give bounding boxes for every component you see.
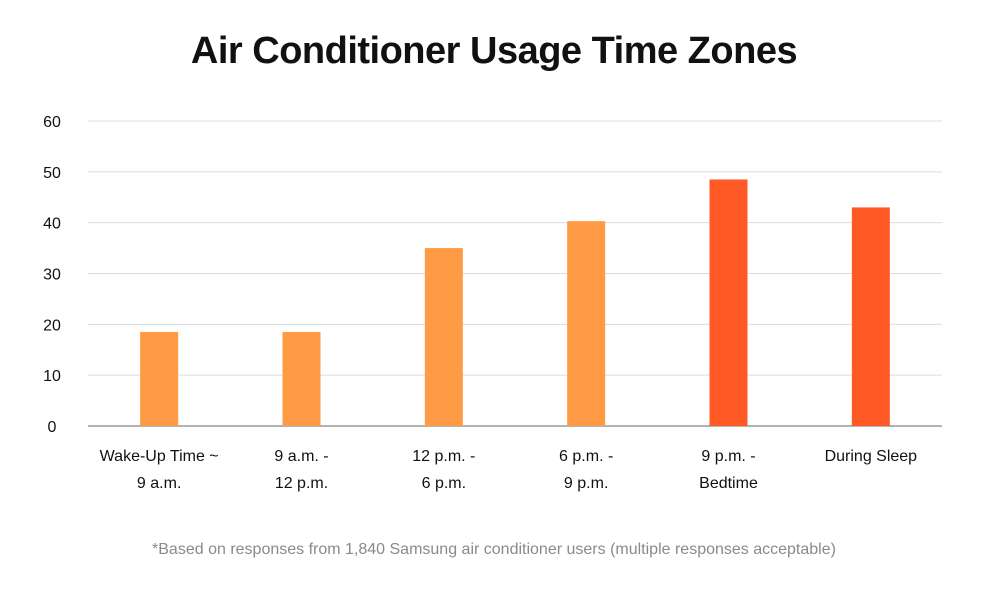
x-tick-label: 12 p.m. - (412, 448, 475, 465)
x-tick-label: 9 p.m. (564, 475, 608, 492)
chart-title: Air Conditioner Usage Time Zones (190, 30, 798, 72)
bars (140, 179, 890, 426)
x-tick-label: 9 p.m. - (701, 448, 755, 465)
y-tick-label: 30 (43, 267, 61, 284)
bar (424, 248, 463, 426)
grid-lines (88, 120, 942, 427)
bar (282, 331, 321, 426)
bar (140, 331, 179, 426)
y-tick-label: 60 (43, 114, 61, 131)
y-axis-ticks: 0 10 20 30 40 50 60 (43, 114, 61, 436)
x-tick-label: 9 a.m. - (274, 448, 328, 465)
bar (851, 207, 890, 426)
bar (567, 221, 606, 426)
y-tick-label: 10 (43, 368, 61, 385)
x-tick-label: 6 p.m. (422, 475, 466, 492)
footnote: *Based on responses from 1,840 Samsung a… (152, 541, 836, 558)
y-tick-label: 40 (43, 216, 61, 233)
x-tick-label: 12 p.m. (275, 475, 328, 492)
x-tick-label: Bedtime (699, 475, 758, 492)
x-axis-labels: Wake-Up Time ~ 9 a.m. 9 a.m. - 12 p.m. 12 p.… (100, 448, 918, 492)
bar (709, 179, 748, 426)
x-tick-label: 6 p.m. - (559, 448, 613, 465)
x-tick-label: During Sleep (825, 448, 918, 465)
y-tick-label: 0 (48, 419, 57, 436)
x-tick-label: Wake-Up Time ~ (100, 448, 219, 465)
x-tick-label: 9 a.m. (137, 475, 181, 492)
y-tick-label: 50 (43, 165, 61, 182)
y-tick-label: 20 (43, 317, 61, 334)
